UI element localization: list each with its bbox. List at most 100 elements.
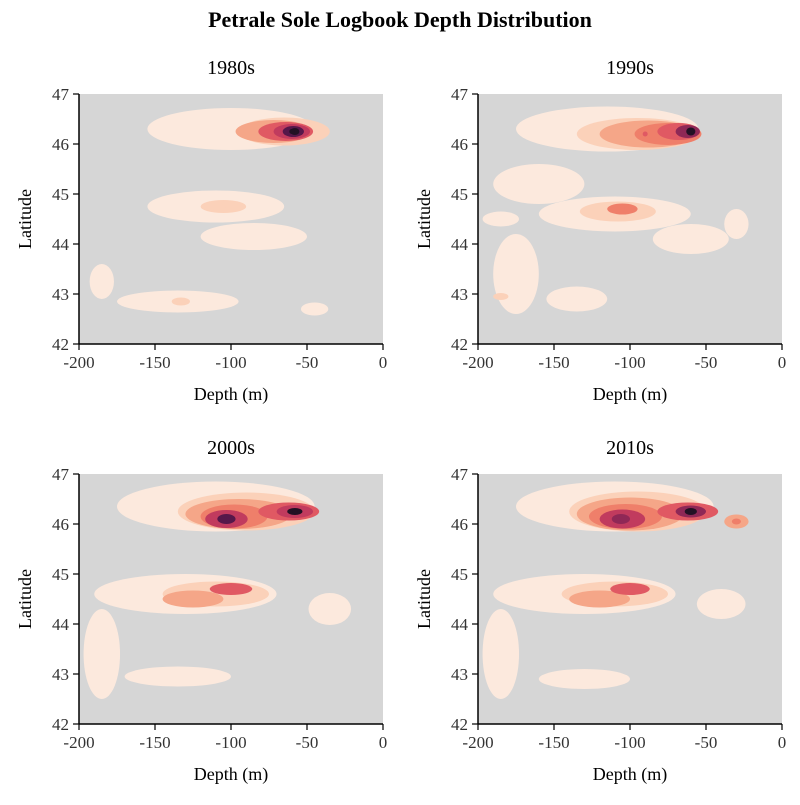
panel-title: 2000s: [207, 437, 255, 459]
panel-title: 1980s: [207, 57, 255, 79]
y-tick-label: 46: [52, 515, 69, 534]
density-peak: [228, 586, 234, 592]
y-tick-label: 45: [451, 185, 468, 204]
y-axis-label: Latitude: [414, 569, 434, 629]
density-contour: [569, 590, 630, 608]
y-tick-label: 47: [52, 465, 70, 484]
x-tick-label: -100: [215, 733, 246, 752]
y-tick-label: 46: [52, 135, 69, 154]
panel-1: -200 -150 -100 -50 0 42 43 44 45 46 47 1980s Depth (…: [15, 57, 387, 405]
density-contour: [696, 589, 746, 619]
density-surface: [482, 106, 749, 314]
x-axis-label: Depth (m): [194, 384, 268, 405]
x-tick-label: -200: [462, 353, 493, 372]
density-peak: [642, 131, 648, 137]
y-tick-label: 46: [451, 515, 468, 534]
y-tick-label: 46: [451, 135, 468, 154]
panel-title: 2010s: [606, 437, 654, 459]
x-tick-label: -200: [462, 733, 493, 752]
y-tick-label: 45: [52, 565, 69, 584]
density-surface: [482, 481, 749, 699]
x-tick-label: 0: [379, 733, 388, 752]
density-peak: [182, 599, 188, 604]
density-peak: [289, 129, 295, 134]
x-tick-label: -50: [296, 733, 319, 752]
main-title: Petrale Sole Logbook Depth Distribution: [208, 7, 592, 32]
y-tick-label: 42: [451, 335, 468, 354]
x-axis-label: Depth (m): [194, 764, 268, 785]
density-peak: [619, 206, 625, 212]
x-tick-label: 0: [778, 733, 787, 752]
density-peak: [220, 204, 226, 209]
density-contour: [546, 286, 608, 312]
x-axis-label: Depth (m): [593, 764, 667, 785]
panel-3: -200 -150 -100 -50 0 42 43 44 45 46 47 2000s Depth (…: [15, 437, 387, 785]
x-tick-label: -150: [538, 353, 569, 372]
x-tick-label: -200: [63, 733, 94, 752]
y-tick-label: 42: [52, 335, 69, 354]
y-tick-label: 47: [451, 85, 469, 104]
density-peak: [498, 294, 504, 299]
density-contour: [83, 609, 121, 699]
y-axis-label: Latitude: [15, 569, 35, 629]
density-peak: [175, 299, 181, 304]
x-tick-label: -200: [63, 353, 94, 372]
density-contour: [493, 164, 585, 204]
density-contour: [300, 302, 329, 316]
y-axis-label: Latitude: [15, 189, 35, 249]
density-surface: [83, 481, 352, 699]
density-contour: [652, 224, 729, 254]
density-contour: [493, 234, 539, 314]
density-surface: [89, 108, 330, 316]
y-tick-label: 44: [52, 235, 70, 254]
y-tick-label: 45: [52, 185, 69, 204]
y-tick-label: 42: [52, 715, 69, 734]
density-contour: [538, 669, 631, 689]
x-tick-label: 0: [379, 353, 388, 372]
density-contour: [162, 590, 224, 608]
y-tick-label: 43: [451, 665, 468, 684]
density-contour: [482, 211, 520, 227]
y-tick-label: 44: [451, 615, 469, 634]
density-contour: [124, 666, 231, 687]
y-tick-label: 43: [52, 285, 69, 304]
density-peak: [223, 516, 229, 522]
density-peak: [688, 129, 694, 134]
density-contour: [200, 223, 307, 250]
density-contour: [308, 593, 352, 625]
x-tick-label: -100: [215, 353, 246, 372]
y-tick-label: 44: [451, 235, 469, 254]
panel-4: -200 -150 -100 -50 0 42 43 44 45 46 47 2010s Depth (…: [414, 437, 786, 785]
density-peak: [627, 586, 633, 592]
x-tick-label: -50: [296, 353, 319, 372]
x-tick-label: -150: [139, 353, 170, 372]
x-tick-label: -150: [538, 733, 569, 752]
density-peak: [688, 509, 694, 514]
density-contour: [724, 209, 749, 239]
density-contour: [171, 297, 190, 306]
panel-title: 1990s: [606, 57, 654, 79]
density-peak: [292, 509, 298, 514]
x-tick-label: -100: [614, 733, 645, 752]
density-peak: [733, 519, 739, 524]
density-contour: [482, 609, 520, 699]
y-tick-label: 42: [451, 715, 468, 734]
panel-2: -200 -150 -100 -50 0 42 43 44 45 46 47 1990s Depth (…: [414, 57, 786, 405]
x-tick-label: -100: [614, 353, 645, 372]
y-tick-label: 44: [52, 615, 70, 634]
y-tick-label: 47: [52, 85, 70, 104]
x-tick-label: -150: [139, 733, 170, 752]
y-tick-label: 43: [451, 285, 468, 304]
density-contour: [89, 264, 114, 299]
density-peak: [266, 129, 272, 134]
x-tick-label: -50: [695, 733, 718, 752]
y-tick-label: 43: [52, 665, 69, 684]
y-tick-label: 45: [451, 565, 468, 584]
y-tick-label: 47: [451, 465, 469, 484]
x-axis-label: Depth (m): [593, 384, 667, 405]
x-tick-label: -50: [695, 353, 718, 372]
x-tick-label: 0: [778, 353, 787, 372]
density-peak: [619, 516, 625, 522]
